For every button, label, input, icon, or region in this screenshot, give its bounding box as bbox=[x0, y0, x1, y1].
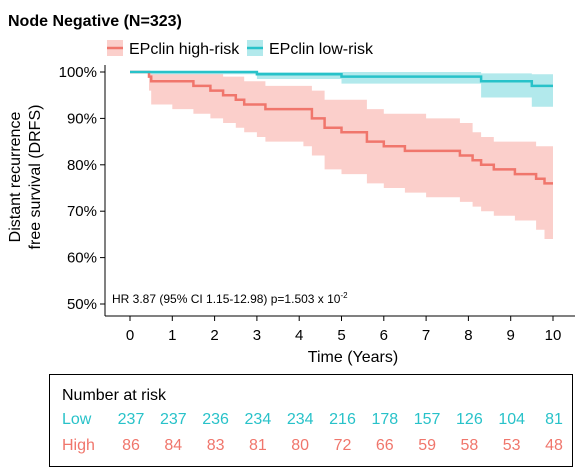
y-axis-label: Distant recurrence free survival (DRFS) bbox=[7, 105, 44, 250]
risk-count: 83 bbox=[206, 437, 225, 454]
survival-curve-high-risk bbox=[130, 70, 553, 185]
risk-count: 58 bbox=[460, 437, 479, 454]
km-chart: Node Negative (N=323) EPclin high-risk EP… bbox=[7, 13, 575, 366]
y-axis-label-line: Distant recurrence bbox=[7, 112, 24, 243]
risk-row-label: High bbox=[62, 437, 95, 454]
y-axis-label-line: free survival (DRFS) bbox=[27, 105, 44, 250]
chart-title: Node Negative (N=323) bbox=[8, 13, 182, 30]
risk-count: 237 bbox=[117, 411, 145, 428]
risk-count: 48 bbox=[545, 437, 563, 454]
risk-count: 81 bbox=[545, 411, 563, 428]
y-tick-label: 80% bbox=[67, 157, 97, 174]
risk-count: 104 bbox=[498, 411, 526, 428]
legend-label-high-risk: EPclin high-risk bbox=[129, 41, 240, 58]
risk-count: 53 bbox=[502, 437, 521, 454]
x-tick-label: 5 bbox=[337, 327, 345, 344]
risk-count: 72 bbox=[333, 437, 352, 454]
legend: EPclin high-risk EPclin low-risk bbox=[107, 40, 374, 58]
risk-count: 66 bbox=[375, 437, 394, 454]
risk-count: 234 bbox=[286, 411, 314, 428]
confidence-bands bbox=[130, 72, 553, 239]
risk-row-high: High 86 84 83 81 80 72 66 59 58 53 48 bbox=[50, 437, 572, 457]
x-tick-label: 4 bbox=[295, 327, 303, 344]
risk-count: 126 bbox=[456, 411, 483, 428]
x-tick-label: 0 bbox=[126, 327, 134, 344]
survival-curve-low-risk bbox=[130, 70, 553, 88]
y-tick-label: 90% bbox=[67, 110, 97, 127]
risk-count: 84 bbox=[164, 437, 183, 454]
y-tick-label: 50% bbox=[67, 296, 97, 313]
risk-count: 236 bbox=[202, 411, 229, 428]
risk-count: 81 bbox=[248, 437, 267, 454]
x-tick-label: 3 bbox=[253, 327, 261, 344]
y-tick-label: 60% bbox=[67, 250, 97, 267]
x-axis-label: Time (Years) bbox=[308, 349, 398, 366]
risk-count: 157 bbox=[413, 411, 441, 428]
x-tick-label: 9 bbox=[507, 327, 515, 344]
risk-row-low: Low 237 237 236 234 234 216 178 157 126 104 81 bbox=[50, 411, 572, 431]
x-tick-label: 1 bbox=[168, 327, 176, 344]
legend-label-low-risk: EPclin low-risk bbox=[269, 41, 374, 58]
y-tick-label: 70% bbox=[67, 203, 97, 220]
x-tick-label: 2 bbox=[210, 327, 218, 344]
annotation-exponent: -2 bbox=[340, 291, 348, 300]
axes: 50% 60% 70% 80% 90% 100% 0 1 2 3 4 5 6 7 8 9 10 bbox=[59, 64, 575, 344]
x-tick-label: 8 bbox=[464, 327, 472, 344]
risk-count: 234 bbox=[244, 411, 272, 428]
risk-count: 216 bbox=[329, 411, 356, 428]
x-tick-label: 7 bbox=[422, 327, 430, 344]
survival-curves bbox=[130, 70, 553, 185]
risk-count: 237 bbox=[159, 411, 187, 428]
y-tick-label: 100% bbox=[59, 64, 97, 81]
risk-table-title: Number at risk bbox=[62, 387, 167, 404]
risk-count: 86 bbox=[122, 437, 140, 454]
risk-count: 178 bbox=[371, 411, 399, 428]
risk-row-label: Low bbox=[62, 411, 92, 428]
hazard-ratio-annotation: HR 3.87 (95% CI 1.15-12.98) p=1.503 x 10… bbox=[112, 291, 348, 306]
confidence-band-high-risk bbox=[130, 72, 553, 239]
confidence-band-low-risk bbox=[130, 72, 553, 107]
x-tick-label: 6 bbox=[380, 327, 388, 344]
risk-count: 80 bbox=[291, 437, 310, 454]
number-at-risk-table: Number at risk Low 237 237 236 234 234 216 178 1… bbox=[49, 374, 573, 467]
x-tick-label: 10 bbox=[545, 327, 562, 344]
risk-count: 59 bbox=[418, 437, 436, 454]
